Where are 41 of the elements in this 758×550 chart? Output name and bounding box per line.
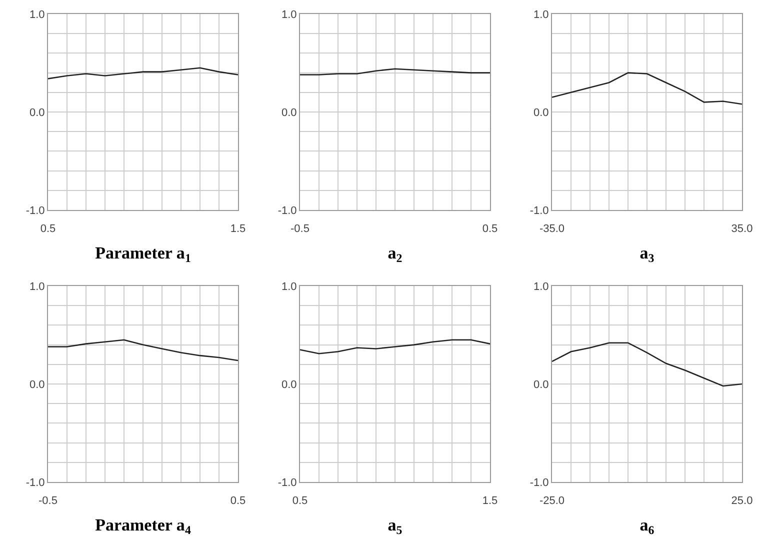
- x-tick-label: -35.0: [539, 223, 565, 236]
- x-axis-title: Parameter a$_{4}$: [95, 516, 191, 538]
- x-tick-label: 0.5: [292, 495, 308, 508]
- x-axis-title: Parameter a$_{1}$: [95, 244, 191, 266]
- y-tick-label: -1.0: [278, 476, 297, 489]
- y-tick-label: 0.0: [30, 106, 45, 119]
- y-tick-label: 1.0: [282, 8, 297, 21]
- x-tick-label: 0.5: [40, 223, 56, 236]
- y-tick-label: -1.0: [278, 204, 297, 217]
- x-axis-title: a$_{3}$: [640, 244, 654, 266]
- y-tick-label: 0.0: [30, 378, 45, 391]
- x-tick-label: -25.0: [539, 495, 565, 508]
- x-axis-title: a$_{2}$: [388, 244, 402, 266]
- x-tick-label: -0.5: [290, 223, 310, 236]
- y-tick-label: -1.0: [26, 476, 45, 489]
- x-tick-label: 0.5: [482, 223, 498, 236]
- y-tick-label: 1.0: [30, 8, 45, 21]
- x-tick-label: -0.5: [38, 495, 58, 508]
- line-series: [48, 67, 238, 80]
- x-axis-title: a$_{5}$: [388, 516, 402, 538]
- x-tick-label: 35.0: [731, 223, 753, 236]
- line-series: [552, 72, 742, 105]
- y-tick-label: 1.0: [30, 280, 45, 293]
- x-tick-label: 1.5: [230, 223, 246, 236]
- line-series: [552, 342, 742, 387]
- y-tick-label: 1.0: [534, 280, 549, 293]
- y-tick-label: 0.0: [534, 378, 549, 391]
- y-tick-label: 1.0: [282, 280, 297, 293]
- y-tick-label: -1.0: [530, 204, 549, 217]
- y-tick-label: 0.0: [282, 378, 297, 391]
- y-tick-label: -1.0: [26, 204, 45, 217]
- x-axis-title: a$_{6}$: [640, 516, 654, 538]
- x-tick-label: 0.5: [230, 495, 246, 508]
- x-tick-label: 25.0: [731, 495, 753, 508]
- line-series: [48, 339, 238, 362]
- x-tick-label: 1.5: [482, 495, 498, 508]
- y-tick-label: -1.0: [530, 476, 549, 489]
- y-tick-label: 0.0: [282, 106, 297, 119]
- line-series: [300, 339, 490, 354]
- y-tick-label: 0.0: [534, 106, 549, 119]
- y-tick-label: 1.0: [534, 8, 549, 21]
